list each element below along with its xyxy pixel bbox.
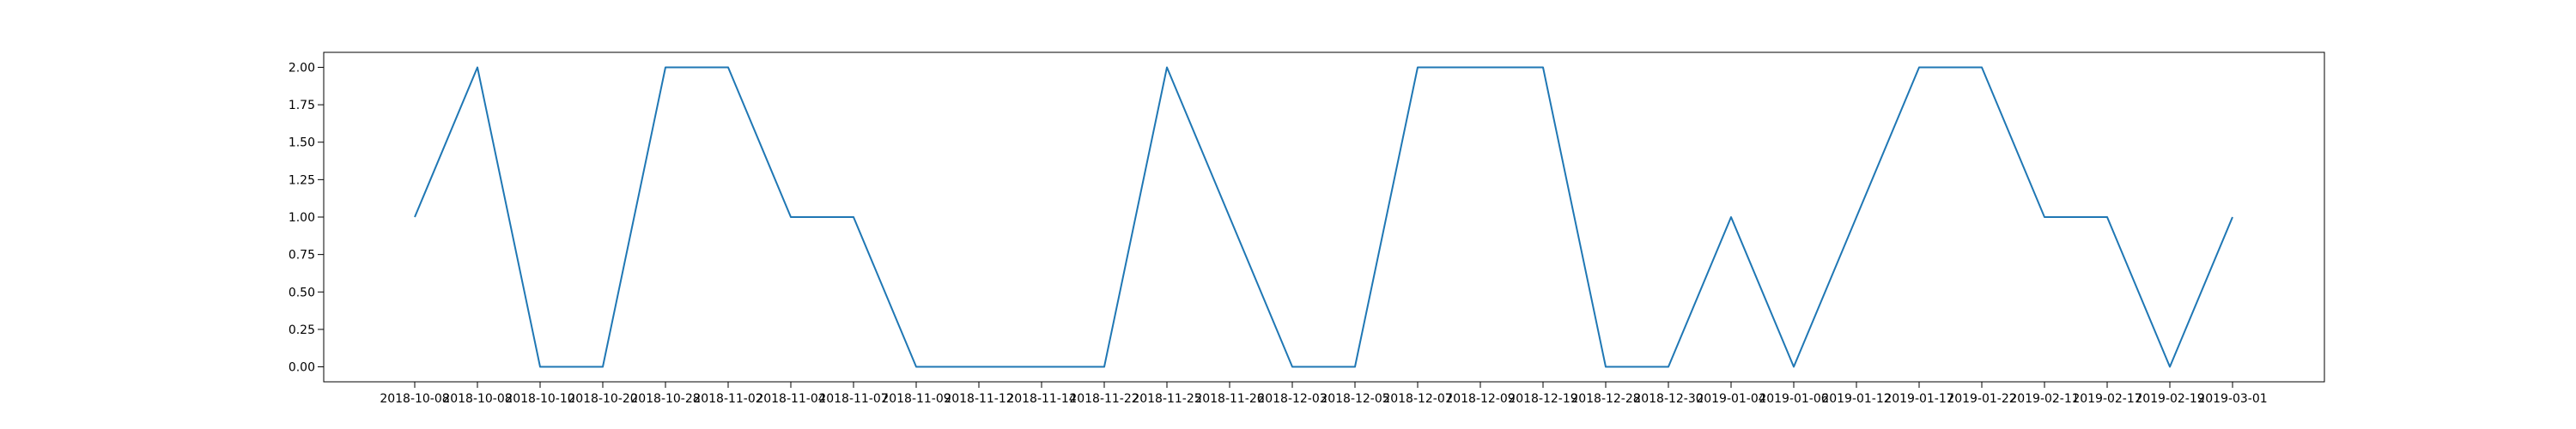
x-tick-label: 2018-12-30: [1633, 392, 1703, 406]
y-tick-label: 0.75: [289, 249, 315, 263]
x-tick-label: 2018-12-05: [1320, 392, 1389, 406]
x-tick-label: 2019-02-17: [2072, 392, 2142, 406]
x-tick-label: 2018-12-28: [1571, 392, 1640, 406]
x-tick-label: 2018-10-08: [442, 392, 512, 406]
y-tick-label: 1.00: [289, 211, 315, 225]
x-tick-label: 2019-01-12: [1821, 392, 1891, 406]
x-tick-label: 2018-11-25: [1132, 392, 1201, 406]
x-tick-label: 2018-12-03: [1257, 392, 1327, 406]
x-tick-label: 2019-01-17: [1884, 392, 1953, 406]
x-tick-label: 2018-10-20: [568, 392, 637, 406]
x-tick-label: 2018-11-14: [1006, 392, 1076, 406]
x-tick-label: 2018-12-19: [1508, 392, 1577, 406]
x-tick-label: 2018-11-22: [1069, 392, 1139, 406]
y-tick-label: 1.50: [289, 136, 315, 150]
series-layer: [414, 66, 2233, 368]
x-tick-label: 2018-11-04: [756, 392, 825, 406]
y-tick-label: 0.50: [289, 286, 315, 299]
series-line: [414, 66, 2233, 368]
y-tick-label: 1.75: [289, 99, 315, 112]
x-tick-label: 2018-11-09: [881, 392, 951, 406]
x-axis: 2018-10-082018-10-082018-10-102018-10-20…: [380, 382, 2268, 406]
x-tick-label: 2018-12-09: [1445, 392, 1515, 406]
x-tick-label: 2018-11-07: [818, 392, 888, 406]
plot-frame: [323, 51, 2325, 383]
x-tick-label: 2019-01-22: [1947, 392, 2016, 406]
x-tick-label: 2018-11-26: [1194, 392, 1264, 406]
y-tick-label: 1.25: [289, 173, 315, 187]
x-tick-label: 2018-11-02: [693, 392, 762, 406]
y-tick-label: 0.25: [289, 323, 315, 337]
x-tick-label: 2018-10-10: [505, 392, 574, 406]
x-tick-label: 2018-10-08: [380, 392, 449, 406]
x-tick-label: 2019-02-19: [2135, 392, 2204, 406]
x-tick-label: 2019-03-01: [2197, 392, 2267, 406]
x-tick-label: 2018-11-12: [944, 392, 1013, 406]
y-axis: 0.00 0.25 0.50 0.75 1.00 1.25 1.50 1.75 2.00: [289, 61, 324, 375]
x-tick-label: 2018-10-28: [630, 392, 700, 406]
x-tick-label: 2018-12-07: [1382, 392, 1452, 406]
y-tick-label: 0.00: [289, 361, 315, 375]
x-tick-label: 2019-01-06: [1759, 392, 1828, 406]
x-tick-label: 2019-02-11: [2009, 392, 2079, 406]
x-tick-label: 2019-01-04: [1696, 392, 1765, 406]
y-tick-label: 2.00: [289, 61, 315, 75]
